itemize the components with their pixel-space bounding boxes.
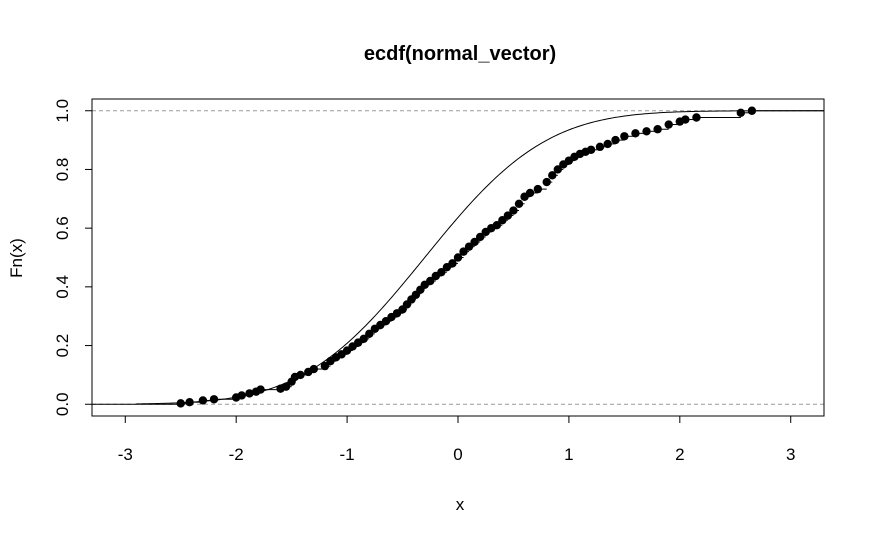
x-tick-label: -1	[340, 445, 355, 464]
ecdf-point	[533, 184, 543, 194]
ecdf-point	[470, 237, 479, 247]
ecdf-point	[453, 253, 463, 262]
ecdf-point	[359, 334, 368, 344]
ecdf-point	[185, 398, 194, 407]
ecdf-point	[448, 259, 457, 268]
ecdf-point	[426, 276, 435, 286]
y-tick-label: 0.6	[53, 216, 72, 240]
ecdf-point	[437, 267, 446, 277]
ecdf-point	[365, 329, 374, 339]
ecdf-point	[320, 361, 330, 371]
ecdf-point	[611, 135, 620, 145]
x-tick-label: 2	[675, 445, 684, 464]
ecdf-point	[245, 389, 254, 398]
y-axis-label: Fn(x)	[7, 238, 26, 278]
x-tick-label: -2	[229, 445, 244, 464]
ecdf-point	[176, 399, 185, 408]
x-tick-label: -3	[118, 445, 133, 464]
ecdf-point	[309, 364, 319, 374]
ecdf-point	[747, 106, 757, 115]
y-axis: 0.0 0.2 0.4 0.6 0.8 1.0	[53, 99, 93, 416]
ecdf-point	[525, 188, 535, 198]
x-axis: -3 -2 -1 0 1 2 3	[118, 415, 795, 464]
y-tick-label: 0.4	[53, 275, 72, 299]
ecdf-point	[503, 211, 513, 220]
ecdf-point	[586, 145, 596, 154]
ecdf-point	[514, 199, 524, 208]
x-tick-label: 1	[564, 445, 573, 464]
ecdf-point	[296, 370, 305, 380]
ecdf-point	[642, 127, 651, 136]
ecdf-point	[209, 395, 219, 404]
ecdf-point	[464, 242, 474, 251]
y-tick-label: 0.8	[53, 158, 72, 182]
normal-cdf-curve	[136, 110, 825, 405]
chart-title: ecdf(normal_vector)	[364, 43, 556, 65]
ecdf-point	[459, 247, 468, 256]
ecdf-point	[475, 232, 485, 242]
ecdf-point	[553, 165, 563, 174]
ecdf-point	[736, 108, 746, 117]
ecdf-point	[256, 385, 265, 394]
ecdf-point	[492, 221, 502, 230]
ecdf-point	[281, 382, 291, 391]
ecdf-point	[681, 115, 690, 124]
ecdf-point	[237, 391, 246, 400]
ecdf-points-layer	[92, 106, 824, 408]
y-tick-label: 1.0	[53, 99, 72, 123]
ecdf-point	[620, 132, 629, 141]
ecdf-point	[498, 216, 507, 225]
ecdf-point	[692, 113, 701, 122]
x-tick-label: 0	[453, 445, 462, 464]
ecdf-point	[542, 177, 551, 187]
ecdf-point	[509, 206, 518, 215]
ecdf-point	[603, 139, 612, 149]
ecdf-point	[631, 129, 640, 138]
ecdf-point	[198, 396, 208, 405]
ecdf-point	[653, 125, 662, 134]
ecdf-point	[664, 120, 673, 129]
y-tick-label: 0.2	[53, 334, 72, 358]
x-axis-label: x	[456, 495, 465, 514]
x-tick-label: 3	[786, 445, 795, 464]
cdf-curve-layer	[136, 110, 825, 405]
ecdf-point	[595, 142, 605, 152]
ecdf-point	[548, 171, 557, 180]
y-tick-label: 0.0	[53, 392, 72, 416]
reference-lines	[92, 110, 824, 405]
